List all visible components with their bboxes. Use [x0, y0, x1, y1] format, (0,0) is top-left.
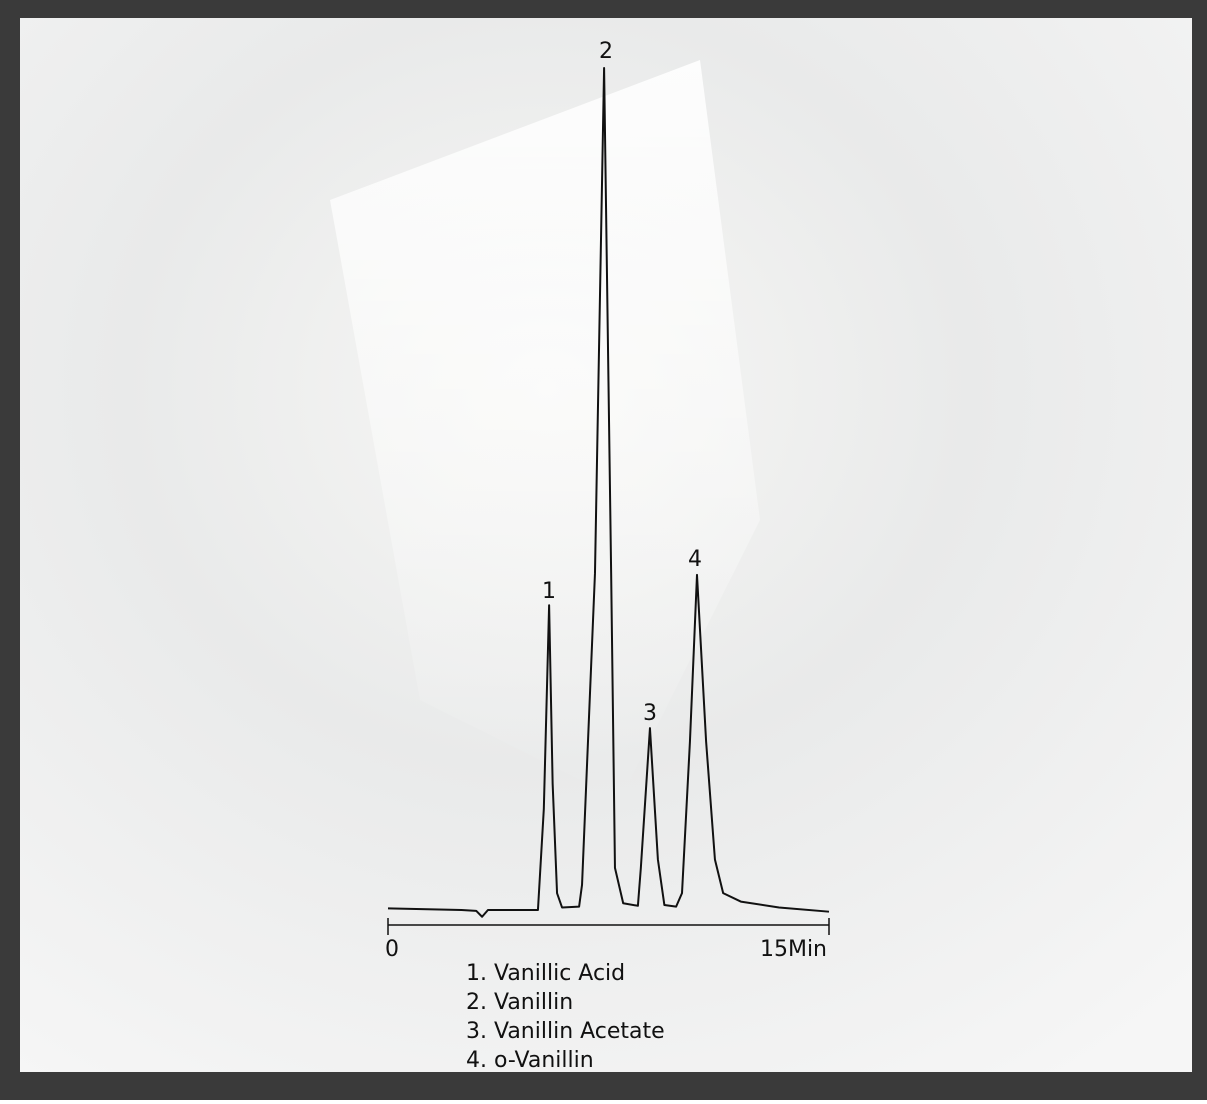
legend-entry: 4. o-Vanillin: [466, 1048, 594, 1073]
x-tick-label: 0: [385, 937, 399, 962]
page: 0 15Min 1 2 3 4 1. Vanillic Acid 2. Vanillin 3. …: [0, 0, 1207, 1100]
legend-entry: 3. Vanillin Acetate: [466, 1019, 665, 1044]
legend-entry: 2. Vanillin: [466, 990, 573, 1015]
legend-entry: 1. Vanillic Acid: [466, 961, 625, 986]
peak-label: 4: [688, 547, 702, 572]
chart: 0 15Min 1 2 3 4 1. Vanillic Acid 2. Vanillin 3. …: [0, 0, 1207, 1100]
x-tick-label: 15Min: [760, 937, 827, 962]
peak-label: 3: [643, 701, 657, 726]
peak-label: 1: [542, 579, 556, 604]
peak-label: 2: [599, 39, 613, 64]
